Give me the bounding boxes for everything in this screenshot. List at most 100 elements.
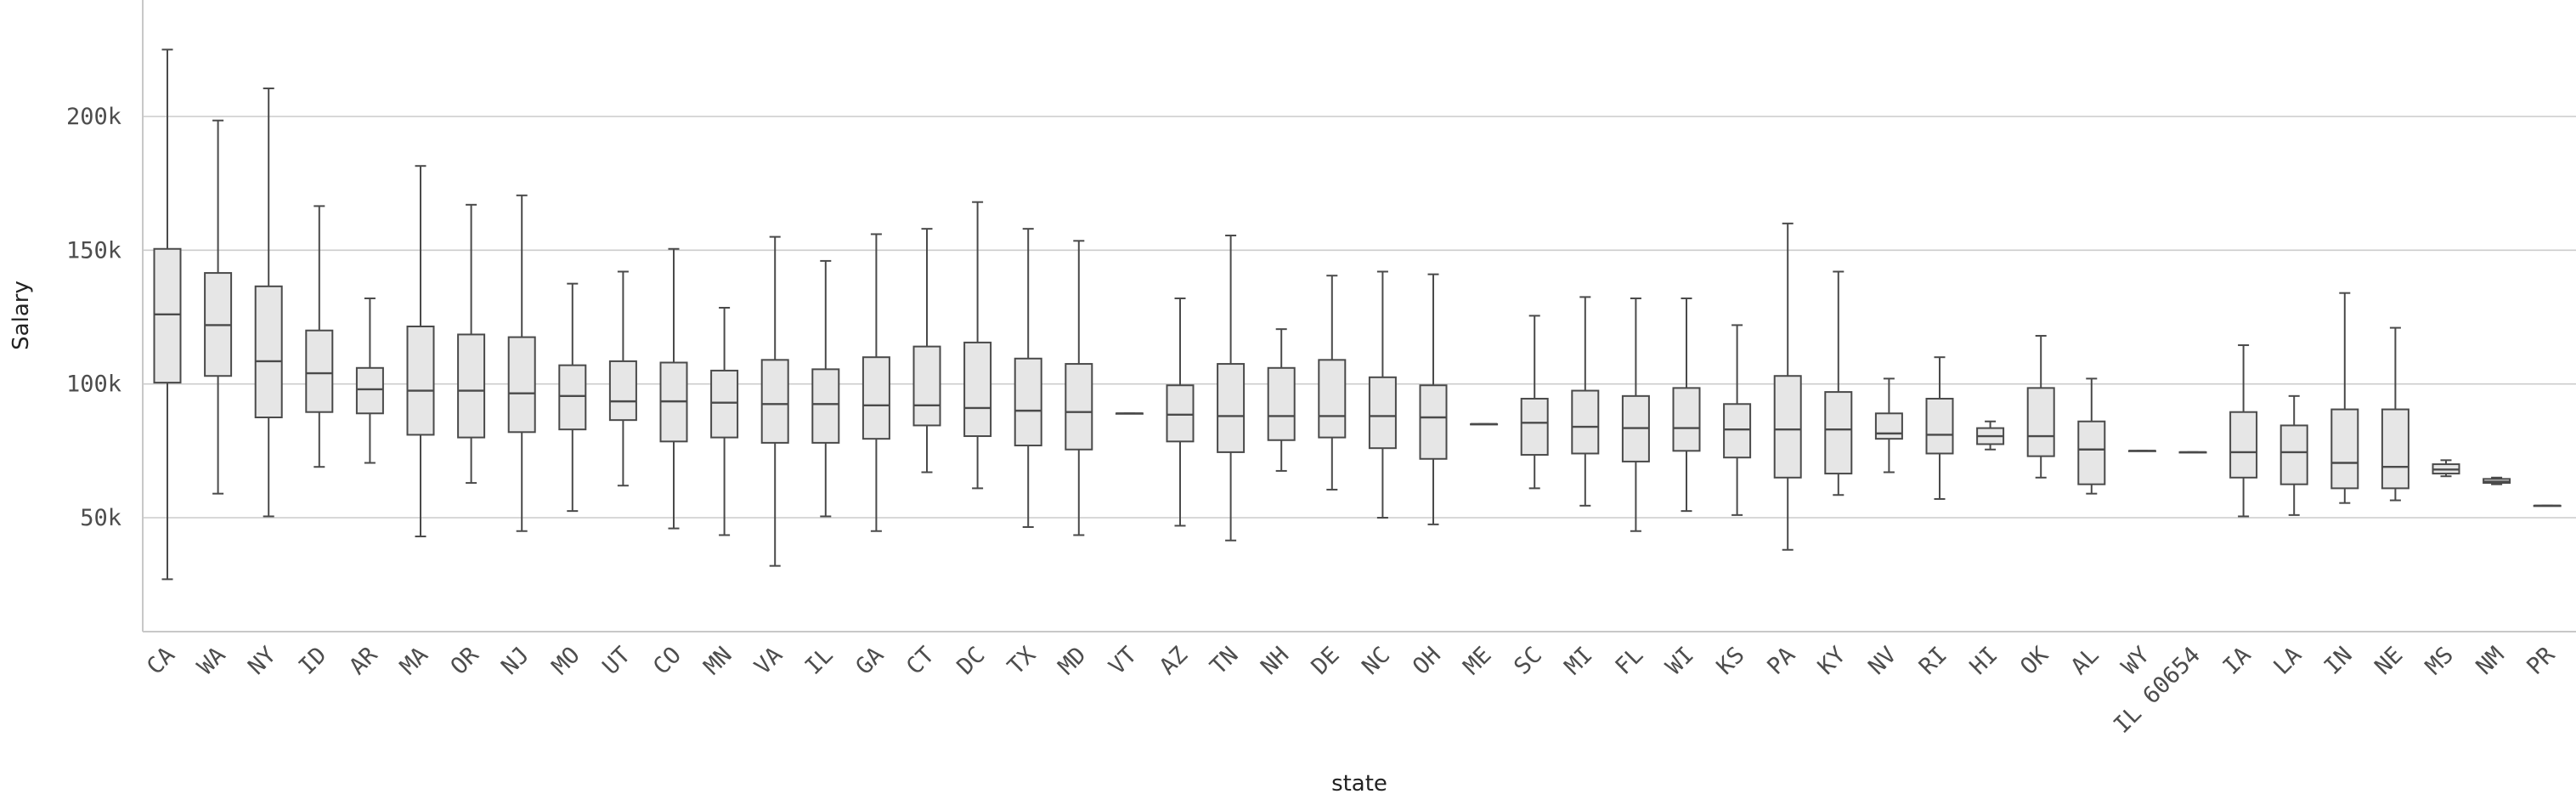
box-RI <box>1925 356 1954 500</box>
x-tick-label: WA <box>193 642 231 680</box>
iqr-box <box>2381 408 2409 490</box>
box-WI <box>1672 297 1701 513</box>
x-tick-label: ID <box>294 642 332 680</box>
iqr-box <box>1368 376 1397 450</box>
box-TN <box>1217 235 1246 542</box>
box-ME <box>1470 423 1499 426</box>
x-tick-label: MI <box>1560 642 1598 680</box>
x-tick-label: NM <box>2471 642 2510 680</box>
box-MO <box>558 282 587 513</box>
x-tick-label: DC <box>952 642 991 680</box>
box-CO <box>659 247 688 530</box>
x-tick-label: WY <box>2116 642 2155 680</box>
iqr-box <box>2279 424 2308 485</box>
iqr-box <box>861 356 890 440</box>
x-tick-label: NV <box>1863 642 1901 680</box>
gridlines <box>143 116 2576 519</box>
iqr-box <box>406 326 435 436</box>
box-PR <box>2533 504 2562 508</box>
box-VA <box>760 235 789 567</box>
iqr-box <box>1925 397 1954 455</box>
iqr-box <box>2026 387 2055 457</box>
x-tick-label: OH <box>1408 642 1446 680</box>
iqr-box <box>355 366 384 415</box>
iqr-box <box>1014 357 1042 447</box>
y-tick-labels: 50k 100k 150k 200k <box>66 104 121 531</box>
x-tick-label: NJ <box>496 642 534 680</box>
iqr-box <box>710 369 739 439</box>
iqr-box <box>608 360 637 422</box>
iqr-box <box>1773 375 1802 479</box>
box-PA <box>1773 222 1802 551</box>
x-tick-label: DE <box>1307 642 1345 680</box>
box-KY <box>1824 270 1853 496</box>
iqr-box <box>1571 389 1600 455</box>
box-MS <box>2432 459 2460 478</box>
x-tick-label: AR <box>344 642 382 680</box>
y-tick-label: 100k <box>66 371 121 398</box>
iqr-box <box>811 368 840 444</box>
box-FL <box>1621 297 1650 532</box>
iqr-box <box>1672 387 1701 452</box>
x-tick-label: KY <box>1813 642 1851 680</box>
box-NE <box>2381 326 2409 502</box>
box-IA <box>2229 344 2258 518</box>
iqr-box <box>558 364 587 431</box>
box-OK <box>2026 335 2055 479</box>
iqr-box <box>153 247 182 384</box>
box-MA <box>406 165 435 538</box>
iqr-box <box>1166 384 1195 443</box>
x-tick-label: NC <box>1357 642 1395 680</box>
iqr-box <box>912 345 941 427</box>
box-AR <box>355 297 384 464</box>
x-tick-label: OR <box>446 642 484 680</box>
x-tick-label: VA <box>749 642 788 680</box>
box-TX <box>1014 228 1042 529</box>
box-NJ <box>507 194 536 532</box>
x-tick-label: CT <box>901 642 940 680</box>
iqr-box <box>1267 366 1296 441</box>
x-axis-title: state <box>1331 771 1387 797</box>
x-tick-labels: CA WA NY ID AR MA OR NJ MO UT CO MN VA IL GA CT DC TX MD VT… <box>142 642 2561 739</box>
x-tick-label: HI <box>1965 642 2003 680</box>
iqr-box <box>1419 384 1448 460</box>
box-KS <box>1723 324 1752 516</box>
x-tick-label: KS <box>1712 642 1750 680</box>
box-LA <box>2279 394 2308 516</box>
iqr-box <box>254 285 283 418</box>
iqr-box <box>1217 363 1246 453</box>
iqr-box <box>457 333 486 439</box>
x-tick-label: MA <box>395 642 433 680</box>
iqr-box <box>2077 420 2106 485</box>
iqr-box <box>507 336 536 434</box>
x-tick-label: MS <box>2421 642 2459 680</box>
x-tick-label: AL <box>2066 642 2104 680</box>
box-UT <box>608 270 637 487</box>
iqr-box <box>305 329 334 413</box>
x-tick-label: WI <box>1661 642 1699 680</box>
iqr-box <box>1520 397 1549 457</box>
box-NH <box>1267 328 1296 472</box>
x-tick-label: OK <box>2015 642 2053 680</box>
box-ID <box>305 205 334 468</box>
x-tick-label: UT <box>597 642 636 680</box>
x-tick-label: IA <box>2218 642 2257 680</box>
box-CA <box>153 48 182 581</box>
box-CT <box>912 228 941 474</box>
box-SC <box>1520 315 1549 490</box>
x-tick-label: LA <box>2268 642 2307 680</box>
x-tick-label: TX <box>1003 642 1041 680</box>
x-tick-label: CA <box>142 642 180 680</box>
x-tick-label: IL <box>800 642 839 680</box>
box-DE <box>1318 275 1347 491</box>
box-AZ <box>1166 297 1195 527</box>
iqr-box <box>2330 408 2359 490</box>
x-tick-label: MO <box>547 642 585 680</box>
box-OR <box>457 203 486 485</box>
y-tick-label: 200k <box>66 104 121 130</box>
x-tick-label: NE <box>2370 642 2408 680</box>
x-tick-label: PA <box>1762 642 1800 680</box>
box-OH <box>1419 273 1448 525</box>
box-NV <box>1874 377 1903 474</box>
